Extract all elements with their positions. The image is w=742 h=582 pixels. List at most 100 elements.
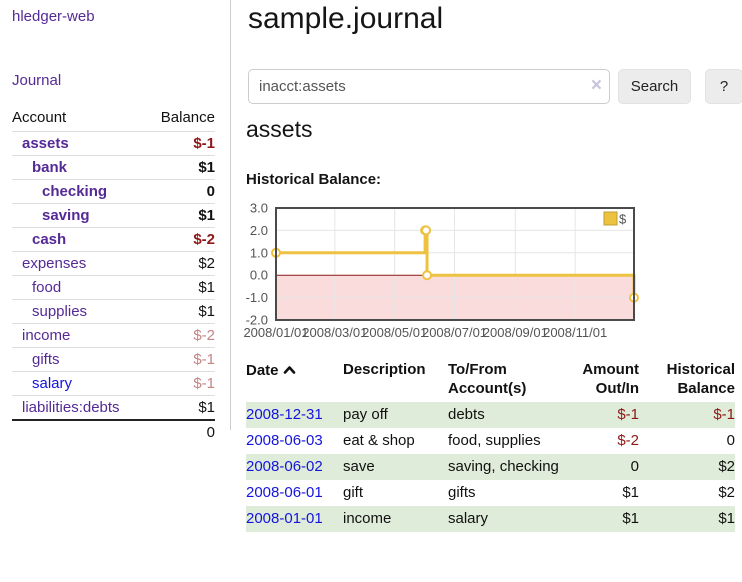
register-date-cell[interactable]: 2008-06-03 <box>246 428 343 454</box>
sidebar-item-journal[interactable]: Journal <box>12 72 62 89</box>
accounts-table-header: Account Balance <box>12 106 215 131</box>
account-link[interactable]: liabilities:debts <box>22 399 120 416</box>
register-amount-cell: $1 <box>622 510 639 527</box>
account-balance: $1 <box>198 207 215 224</box>
account-row: food $1 <box>12 275 215 299</box>
account-balance: $1 <box>198 159 215 176</box>
register-row: 2008-06-02 save saving, checking 0 $2 <box>246 454 735 480</box>
account-balance: $-1 <box>193 375 215 392</box>
account-link[interactable]: expenses <box>22 255 87 272</box>
account-link[interactable]: food <box>32 279 62 296</box>
account-balance: $-1 <box>193 351 215 368</box>
account-link[interactable]: bank <box>32 159 68 176</box>
register-header-amount: Amount Out/In <box>582 361 639 397</box>
clear-search-icon[interactable]: × <box>590 75 602 96</box>
register-header-balance: Historical Balance <box>666 361 735 397</box>
register-row: 2008-01-01 income salary $1 $1 <box>246 506 735 532</box>
register-balance-cell: $2 <box>718 458 735 475</box>
register-rows: 2008-12-31 pay off debts $-1 $-1 2008-06-03 ea… <box>246 402 735 532</box>
accounts-total-row: 0 <box>12 419 215 444</box>
register-accounts-cell: salary <box>448 510 489 527</box>
svg-text:1.0: 1.0 <box>250 245 268 260</box>
account-row: liabilities:debts $1 <box>12 395 215 419</box>
account-balance: $1 <box>198 303 215 320</box>
register-description-cell: eat & shop <box>343 432 415 449</box>
account-link[interactable]: assets <box>22 135 69 152</box>
account-column-header: Account <box>12 109 67 126</box>
transaction-date-link[interactable]: 2008-12-31 <box>246 406 323 423</box>
account-link[interactable]: checking <box>42 183 108 200</box>
account-balance: $-2 <box>193 231 215 248</box>
register-balance-cell: 0 <box>726 432 735 449</box>
account-row: saving $1 <box>12 203 215 227</box>
account-row: gifts $-1 <box>12 347 215 371</box>
account-balance: $-1 <box>193 135 215 152</box>
account-row: assets $-1 <box>12 131 215 155</box>
search-input[interactable] <box>248 69 610 104</box>
register-amount-cell: 0 <box>630 458 639 475</box>
svg-text:2008/01/01: 2008/01/01 <box>243 325 308 340</box>
svg-text:-2.0: -2.0 <box>246 313 268 328</box>
svg-text:2.0: 2.0 <box>250 223 268 238</box>
account-balance: $1 <box>198 279 215 296</box>
account-link[interactable]: saving <box>42 207 90 224</box>
transaction-date-link[interactable]: 2008-06-01 <box>246 484 323 501</box>
register-header-description: Description <box>343 361 426 378</box>
svg-text:3.0: 3.0 <box>250 201 268 216</box>
accounts-rows: assets $-1 bank $1 checking 0 saving $1 cash $-2 e… <box>12 131 215 419</box>
app-title-link[interactable]: hledger-web <box>12 8 95 25</box>
historical-balance-chart: 3.0 2.0 1.0 0.0 -1.0 -2.02008/01/012008/03/01… <box>243 201 639 340</box>
transaction-date-link[interactable]: 2008-06-03 <box>246 432 323 449</box>
account-link[interactable]: cash <box>32 231 67 248</box>
register-accounts-cell: gifts <box>448 484 476 501</box>
transaction-date-link[interactable]: 2008-06-02 <box>246 458 323 475</box>
register-amount-cell: $-2 <box>617 432 639 449</box>
svg-text:2008/07/01: 2008/07/01 <box>422 325 487 340</box>
search-help-button[interactable]: ? <box>705 69 742 104</box>
register-row: 2008-06-01 gift gifts $1 $2 <box>246 480 735 506</box>
account-balance: $1 <box>198 399 215 416</box>
register-header: Date Description To/From Account(s) Amou… <box>246 360 735 402</box>
register-balance-cell: $1 <box>718 510 735 527</box>
sidebar: hledger-web Journal Account Balance asse… <box>0 0 231 441</box>
register-header-date[interactable]: Date <box>246 360 343 398</box>
sort-asc-icon <box>283 360 296 379</box>
register-date-cell[interactable]: 2008-06-02 <box>246 454 343 480</box>
account-link[interactable]: income <box>22 327 71 344</box>
account-balance: 0 <box>206 183 215 200</box>
register-accounts-cell: saving, checking <box>448 458 559 475</box>
svg-text:$: $ <box>619 212 627 227</box>
balance-column-header: Balance <box>160 109 215 126</box>
search-button[interactable]: Search <box>618 69 691 104</box>
register-row: 2008-12-31 pay off debts $-1 $-1 <box>246 402 735 428</box>
register-amount-cell: $-1 <box>617 406 639 423</box>
svg-text:-1.0: -1.0 <box>246 290 268 305</box>
register-description-cell: save <box>343 458 375 475</box>
account-balance: $-2 <box>193 327 215 344</box>
register-balance-cell: $-1 <box>713 406 735 423</box>
register-row: 2008-06-03 eat & shop food, supplies $-2 0 <box>246 428 735 454</box>
account-link[interactable]: gifts <box>32 351 60 368</box>
register-date-cell[interactable]: 2008-06-01 <box>246 480 343 506</box>
account-row: bank $1 <box>12 155 215 179</box>
accounts-table: Account Balance assets $-1 bank $1 checking 0… <box>12 106 215 444</box>
register-description-cell: pay off <box>343 406 388 423</box>
register-amount-cell: $1 <box>622 484 639 501</box>
register-description-cell: gift <box>343 484 364 501</box>
register-accounts-cell: food, supplies <box>448 432 541 449</box>
accounts-total-value: 0 <box>206 424 215 441</box>
register-date-cell[interactable]: 2008-12-31 <box>246 402 343 428</box>
svg-text:0.0: 0.0 <box>250 268 268 283</box>
svg-text:2008/03/01: 2008/03/01 <box>302 325 367 340</box>
account-row: expenses $2 <box>12 251 215 275</box>
register-description-cell: income <box>343 510 392 527</box>
transaction-date-link[interactable]: 2008-01-01 <box>246 510 323 527</box>
account-link[interactable]: salary <box>32 375 73 392</box>
register-date-cell[interactable]: 2008-01-01 <box>246 506 343 532</box>
account-link[interactable]: supplies <box>32 303 88 320</box>
account-row: income $-2 <box>12 323 215 347</box>
register-header-accounts: To/From Account(s) <box>448 361 527 397</box>
search-input-wrap: × <box>248 69 610 104</box>
register-accounts-cell: debts <box>448 406 485 423</box>
